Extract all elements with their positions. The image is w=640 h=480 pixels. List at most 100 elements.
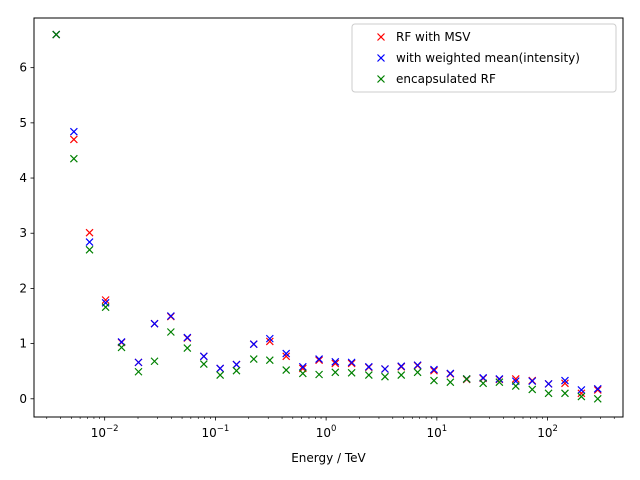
data-point bbox=[495, 374, 504, 383]
data-point bbox=[364, 362, 373, 371]
legend-box bbox=[351, 23, 617, 93]
data-point bbox=[265, 337, 274, 346]
data-point bbox=[413, 361, 422, 370]
data-point bbox=[249, 340, 258, 349]
data-point bbox=[101, 296, 110, 304]
y-tick-label: 5 bbox=[19, 116, 27, 130]
data-point bbox=[347, 368, 356, 377]
data-point bbox=[331, 359, 340, 368]
legend-label: with weighted mean(intensity) bbox=[396, 51, 580, 65]
data-point bbox=[150, 357, 159, 366]
data-point bbox=[134, 367, 143, 376]
data-point bbox=[397, 362, 406, 371]
data-point bbox=[593, 384, 602, 393]
data-point bbox=[430, 366, 438, 375]
data-point bbox=[101, 303, 110, 312]
data-point bbox=[216, 371, 225, 379]
data-point bbox=[282, 349, 291, 358]
legend-marker bbox=[377, 54, 385, 62]
y-tick-label: 2 bbox=[19, 281, 27, 295]
data-point bbox=[511, 374, 520, 383]
x-tick-label: 102 bbox=[537, 424, 558, 440]
data-point bbox=[528, 377, 537, 386]
x-tick-label: 100 bbox=[316, 424, 337, 440]
data-point bbox=[495, 378, 504, 387]
data-point bbox=[561, 389, 569, 398]
data-point bbox=[166, 328, 175, 336]
series-encapsulated-rf bbox=[52, 30, 602, 403]
x-axis-label: Energy / TeV bbox=[291, 451, 366, 465]
data-point bbox=[298, 369, 307, 378]
data-point bbox=[298, 362, 307, 371]
data-point bbox=[166, 312, 175, 320]
data-point bbox=[265, 356, 274, 365]
data-point bbox=[232, 360, 241, 369]
data-point bbox=[315, 355, 324, 363]
data-point bbox=[381, 372, 389, 381]
data-point bbox=[430, 365, 438, 374]
data-point bbox=[413, 368, 422, 377]
data-point bbox=[561, 376, 569, 385]
data-point bbox=[331, 357, 340, 366]
data-point bbox=[85, 228, 94, 237]
legend-label: encapsulated RF bbox=[396, 72, 496, 86]
y-tick-label: 4 bbox=[19, 171, 27, 185]
data-point bbox=[577, 392, 586, 401]
data-point bbox=[593, 394, 602, 403]
data-point bbox=[150, 319, 159, 328]
legend-marker bbox=[377, 75, 385, 83]
data-point bbox=[85, 245, 94, 254]
data-point bbox=[544, 389, 553, 398]
data-point bbox=[117, 338, 126, 346]
data-point bbox=[134, 358, 143, 367]
data-point bbox=[528, 385, 537, 394]
data-point bbox=[69, 154, 78, 163]
data-point bbox=[249, 355, 258, 363]
plot-frame bbox=[33, 17, 624, 418]
data-series bbox=[52, 30, 602, 403]
data-point bbox=[364, 371, 373, 379]
data-point bbox=[511, 382, 520, 391]
data-point bbox=[430, 376, 438, 385]
data-point bbox=[347, 358, 356, 367]
data-point bbox=[69, 127, 78, 136]
data-point bbox=[577, 386, 586, 394]
legend-label: RF with MSV bbox=[396, 30, 471, 44]
data-point bbox=[347, 359, 356, 368]
data-point bbox=[199, 360, 208, 368]
data-point bbox=[577, 389, 586, 398]
data-point bbox=[117, 343, 126, 352]
data-point bbox=[85, 238, 94, 246]
legend-marker bbox=[377, 33, 385, 41]
y-tick-label: 6 bbox=[19, 61, 27, 75]
data-point bbox=[282, 352, 291, 361]
x-axis-ticks: 10−2 10−1 100 101 102 bbox=[46, 417, 615, 440]
data-point bbox=[479, 373, 488, 382]
data-point bbox=[216, 364, 225, 373]
data-point bbox=[381, 365, 389, 373]
data-point bbox=[479, 379, 488, 388]
y-tick-label: 0 bbox=[19, 392, 27, 406]
data-point bbox=[315, 356, 324, 365]
legend: RF with MSV with weighted mean(intensity)… bbox=[351, 23, 617, 93]
x-tick-label: 10−2 bbox=[91, 424, 119, 440]
data-point bbox=[183, 333, 192, 342]
data-point bbox=[265, 334, 274, 343]
y-tick-label: 1 bbox=[19, 337, 27, 351]
data-point bbox=[52, 30, 61, 39]
data-point bbox=[199, 352, 208, 361]
data-point bbox=[282, 366, 291, 375]
x-tick-label: 10−1 bbox=[201, 424, 229, 440]
data-point bbox=[315, 370, 324, 379]
data-point bbox=[69, 135, 78, 144]
data-point bbox=[331, 368, 340, 377]
x-tick-label: 101 bbox=[426, 424, 447, 440]
y-axis-ticks: 0 1 2 3 4 5 6 bbox=[19, 61, 34, 406]
data-point bbox=[232, 366, 241, 375]
data-point bbox=[593, 386, 602, 394]
data-point bbox=[462, 374, 471, 383]
data-point bbox=[183, 344, 192, 352]
data-point bbox=[544, 379, 553, 388]
data-point bbox=[397, 371, 406, 379]
